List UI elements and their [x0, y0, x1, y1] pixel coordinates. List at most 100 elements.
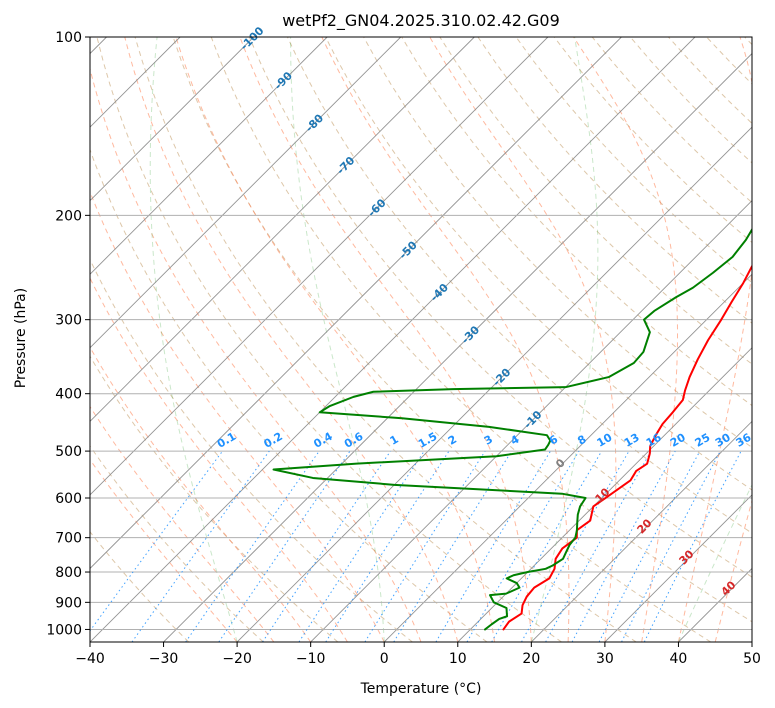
saturation-curve-line [530, 37, 599, 642]
isotherm-line [90, 37, 622, 570]
mixing-ratio-label: 10 [595, 431, 615, 450]
dry-adiabat-line [629, 37, 752, 164]
y-tick-label: 500 [55, 444, 82, 460]
mixing-ratio-label: 2 [446, 433, 459, 448]
x-tick-label: −20 [222, 651, 252, 667]
mixing-ratio-label: 3 [482, 433, 495, 448]
x-tick-label: 40 [670, 651, 688, 667]
isotherm-line [751, 641, 752, 642]
moist-adiabat-line [573, 37, 679, 642]
mixing-ratio-label: 36 [734, 431, 754, 450]
mixing-ratio-label: 0.2 [262, 430, 285, 451]
y-tick-label: 400 [55, 387, 82, 403]
moist-adiabat-line [90, 458, 238, 642]
mixing-ratio-line [598, 450, 701, 642]
mixing-ratio-line [90, 450, 223, 632]
x-tick-label: 20 [522, 651, 540, 667]
dry-adiabat-line [96, 37, 562, 642]
isotherm-line [90, 37, 402, 349]
mixing-ratio-line [298, 450, 425, 642]
y-tick-label: 300 [55, 313, 82, 329]
saturation-curve-line [677, 483, 752, 642]
plot-frame [89, 36, 753, 643]
moist-adiabat-line [90, 190, 385, 642]
dry-adiabat-line [172, 37, 712, 642]
y-tick-label: 1000 [46, 622, 82, 638]
isotherm-line [457, 347, 752, 642]
x-axis-label: Temperature (°C) [360, 681, 482, 697]
isotherm-label: -100 [238, 24, 267, 53]
isotherm-line [163, 52, 752, 642]
isotherm-line [90, 37, 475, 422]
mixing-ratio-line [131, 450, 270, 642]
mixing-ratio-line [643, 450, 742, 642]
isotherm-line [90, 37, 696, 642]
lapse-rate-label: 30 [677, 547, 697, 567]
lapse-rate-label: 10 [593, 485, 613, 505]
dewpoint-profile-line [272, 227, 752, 631]
mixing-ratio-label: 20 [668, 431, 688, 450]
mixing-ratio-label: 30 [713, 431, 733, 450]
mixing-ratio-line [218, 450, 351, 642]
mixing-ratio-line [325, 450, 450, 642]
lapse-rate-label: 20 [635, 516, 655, 536]
x-tick-label: −10 [296, 651, 326, 667]
mixing-ratio-line [262, 450, 391, 642]
y-tick-label: 200 [55, 208, 82, 224]
y-tick-label: 100 [55, 30, 82, 46]
mixing-ratio-label: 0.6 [342, 430, 366, 451]
y-tick-label: 600 [55, 491, 82, 507]
mixing-ratio-label: 16 [644, 431, 664, 450]
moist-adiabat-line [714, 498, 752, 642]
y-tick-label: 800 [55, 565, 82, 581]
dry-adiabat-line [90, 445, 264, 642]
x-tick-label: 50 [743, 651, 761, 667]
dry-adiabat-line [90, 148, 488, 642]
dry-adiabat-line [477, 37, 752, 324]
moist-adiabat-line [90, 346, 312, 642]
mixing-ratio-label: 4 [508, 433, 521, 448]
x-tick-label: 0 [380, 651, 389, 667]
moist-adiabat-line [321, 37, 570, 642]
isotherm-line [90, 37, 254, 202]
isotherm-line [604, 494, 752, 642]
dry-adiabat-line [439, 37, 752, 365]
lapse-rate-label: 40 [719, 578, 739, 598]
chart-title: wetPf2_GN04.2025.310.02.42.G09 [282, 11, 560, 31]
isotherm-line [531, 420, 752, 642]
mixing-ratio-line [393, 450, 513, 642]
isotherm-line [90, 37, 328, 275]
dry-adiabat-line [744, 37, 752, 46]
isotherm-line [310, 200, 752, 642]
x-tick-label: −30 [149, 651, 179, 667]
saturation-curve-line [149, 37, 238, 642]
moist-adiabat-line [239, 37, 532, 642]
mixing-ratio-line [521, 450, 630, 642]
moist-adiabat-line [429, 37, 617, 642]
isotherm-line [90, 37, 549, 496]
dry-adiabat-line [248, 37, 752, 578]
mixing-ratio-line [435, 450, 551, 642]
y-axis-label: Pressure (hPa) [13, 288, 29, 388]
mixing-ratio-label: 0.1 [215, 430, 238, 451]
mixing-ratio-line [185, 450, 320, 642]
mixing-ratio-label: 13 [622, 431, 642, 450]
dry-adiabat-line [90, 258, 413, 642]
mixing-ratio-label: 25 [693, 431, 713, 450]
dry-adiabat-line [706, 37, 752, 85]
moist-adiabat-line [90, 276, 348, 642]
dry-adiabat-line [210, 37, 752, 623]
isotherm-line [383, 273, 752, 642]
moist-adiabat-line [175, 37, 496, 642]
x-tick-label: 30 [596, 651, 614, 667]
saturation-curve-line [290, 37, 385, 642]
mixing-ratio-line [466, 450, 580, 642]
lapse-rate-label: 0 [553, 456, 568, 471]
plot-area [90, 37, 752, 642]
moist-adiabat-line [90, 405, 275, 642]
dry-adiabat-line [90, 531, 190, 642]
x-tick-label: −40 [75, 651, 105, 667]
y-tick-label: 900 [55, 595, 82, 611]
dry-adiabat-line [515, 37, 752, 284]
